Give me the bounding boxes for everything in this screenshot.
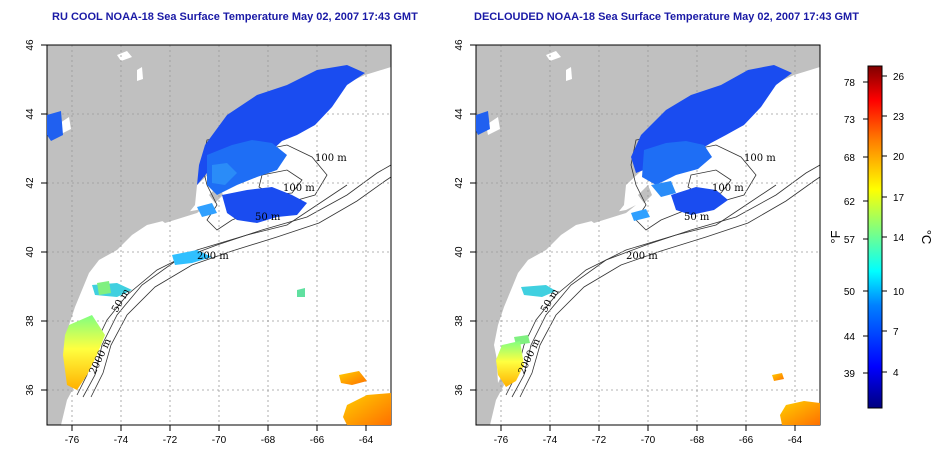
lat-tick-label: 46 bbox=[25, 39, 36, 51]
fahrenheit-tick-labels: 78 73 68 62 57 50 44 39 bbox=[844, 78, 856, 380]
lat-tick-label: 44 bbox=[25, 108, 36, 120]
celsius-unit-label: °C bbox=[919, 230, 934, 245]
fahrenheit-tick-label: 50 bbox=[844, 287, 856, 298]
lon-tick-label: -68 bbox=[690, 435, 705, 446]
temperature-colorbar: 78 73 68 62 57 50 44 39 26 23 20 17 14 1… bbox=[828, 65, 934, 409]
lon-tick-label: -66 bbox=[310, 435, 325, 446]
lat-tick-label: 38 bbox=[25, 315, 36, 327]
lat-tick-label: 42 bbox=[454, 177, 465, 189]
celsius-tick-label: 23 bbox=[893, 112, 905, 123]
lat-tick-label: 46 bbox=[454, 39, 465, 51]
left-map-panel: 100 m 100 m 50 m 200 m 50 m 2000 m -76 -… bbox=[25, 39, 392, 446]
celsius-tick-label: 14 bbox=[893, 233, 905, 244]
celsius-tick-label: 7 bbox=[893, 327, 899, 338]
contour-label-200m: 200 m bbox=[626, 251, 658, 262]
lon-tick-label: -72 bbox=[592, 435, 607, 446]
lon-tick-label: -70 bbox=[212, 435, 227, 446]
fahrenheit-tick-label: 39 bbox=[844, 369, 856, 380]
colorbar-gradient bbox=[867, 65, 883, 409]
contour-label-100m-b: 100 m bbox=[283, 183, 315, 194]
celsius-tick-label: 20 bbox=[893, 152, 905, 163]
right-sst-field bbox=[476, 65, 820, 425]
celsius-tick-labels: 26 23 20 17 14 10 7 4 bbox=[893, 72, 905, 379]
contour-label-100m-a: 100 m bbox=[315, 153, 347, 164]
lat-tick-label: 40 bbox=[25, 246, 36, 258]
lon-tick-label: -72 bbox=[163, 435, 178, 446]
lon-tick-label: -64 bbox=[359, 435, 374, 446]
left-sst-field bbox=[47, 65, 391, 425]
fahrenheit-tick-label: 44 bbox=[844, 332, 856, 343]
contour-label-50m: 50 m bbox=[684, 212, 710, 223]
fahrenheit-tick-label: 68 bbox=[844, 153, 856, 164]
right-lon-tick-labels: -76 -74 -72 -70 -68 -66 -64 bbox=[494, 435, 803, 446]
celsius-tick-label: 10 bbox=[893, 287, 905, 298]
fahrenheit-unit-label: °F bbox=[828, 230, 843, 243]
lon-tick-label: -76 bbox=[494, 435, 509, 446]
lat-tick-label: 36 bbox=[454, 384, 465, 396]
right-map-panel: 100 m 100 m 50 m 200 m 50 m 2000 m -76 -… bbox=[454, 39, 821, 446]
celsius-tick-label: 26 bbox=[893, 72, 905, 83]
fahrenheit-tick-label: 57 bbox=[844, 235, 856, 246]
lon-tick-label: -70 bbox=[641, 435, 656, 446]
lat-tick-label: 38 bbox=[454, 315, 465, 327]
lon-tick-label: -74 bbox=[543, 435, 558, 446]
lat-tick-label: 40 bbox=[454, 246, 465, 258]
lat-tick-label: 44 bbox=[454, 108, 465, 120]
contour-label-200m: 200 m bbox=[197, 251, 229, 262]
celsius-tick-label: 17 bbox=[893, 193, 905, 204]
fahrenheit-tick-label: 73 bbox=[844, 115, 856, 126]
contour-label-50m: 50 m bbox=[255, 212, 281, 223]
fahrenheit-tick-label: 62 bbox=[844, 197, 856, 208]
left-panel-title: RU COOL NOAA-18 Sea Surface Temperature … bbox=[52, 11, 418, 23]
fahrenheit-tick-label: 78 bbox=[844, 78, 856, 89]
contour-label-100m-a: 100 m bbox=[744, 153, 776, 164]
lon-tick-label: -66 bbox=[739, 435, 754, 446]
contour-label-100m-b: 100 m bbox=[712, 183, 744, 194]
lon-tick-label: -68 bbox=[261, 435, 276, 446]
right-lat-tick-labels: 46 44 42 40 38 36 bbox=[454, 39, 465, 396]
lon-tick-label: -74 bbox=[114, 435, 129, 446]
right-panel-title: DECLOUDED NOAA-18 Sea Surface Temperatur… bbox=[474, 11, 859, 23]
left-lon-tick-labels: -76 -74 -72 -70 -68 -66 -64 bbox=[65, 435, 374, 446]
lon-tick-label: -76 bbox=[65, 435, 80, 446]
lat-tick-label: 36 bbox=[25, 384, 36, 396]
lon-tick-label: -64 bbox=[788, 435, 803, 446]
left-lat-tick-labels: 46 44 42 40 38 36 bbox=[25, 39, 36, 396]
celsius-tick-label: 4 bbox=[893, 368, 899, 379]
lat-tick-label: 42 bbox=[25, 177, 36, 189]
